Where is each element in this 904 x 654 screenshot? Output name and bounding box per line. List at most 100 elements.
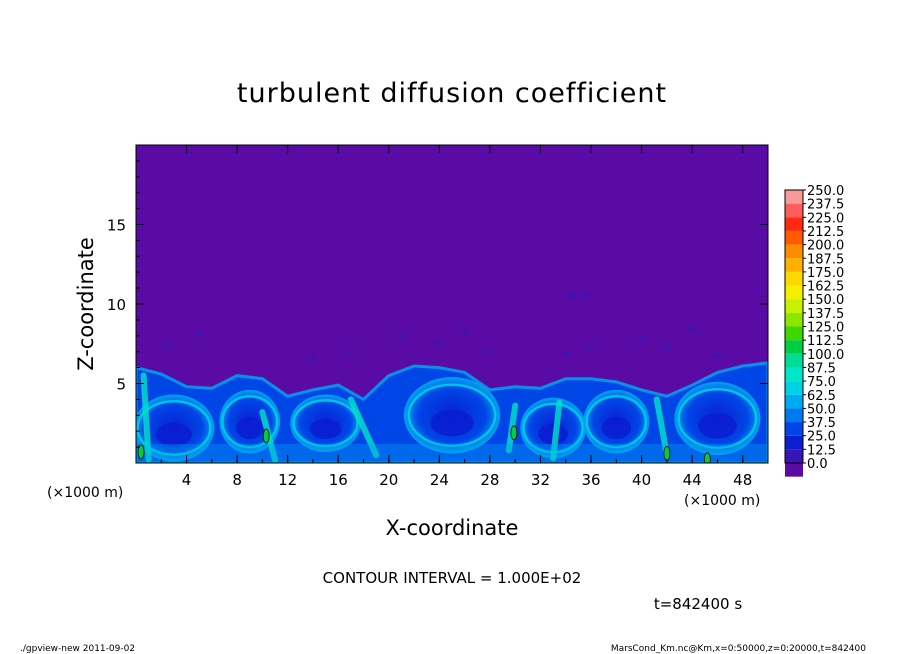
eddy-rim bbox=[221, 394, 279, 449]
colorbar-cell bbox=[785, 203, 803, 218]
small-blob bbox=[580, 292, 589, 297]
y-axis: 5 10 15 bbox=[107, 160, 768, 448]
x-tick-label: 20 bbox=[379, 471, 398, 489]
small-blob bbox=[688, 327, 697, 332]
colorbar-label: 225.0 bbox=[807, 211, 844, 226]
colorbar-cell bbox=[785, 463, 803, 477]
small-blob bbox=[561, 351, 570, 356]
x-tick-label: 16 bbox=[329, 471, 348, 489]
chart-title: turbulent diffusion coefficient bbox=[237, 78, 667, 109]
colorbar-cell bbox=[785, 353, 803, 368]
small-blob bbox=[662, 344, 671, 349]
colorbar-cell bbox=[785, 230, 803, 245]
eddy-rim bbox=[585, 394, 648, 449]
y-tick-label: 10 bbox=[107, 296, 126, 314]
high-value-spot bbox=[262, 428, 270, 444]
small-blob bbox=[485, 349, 494, 354]
eddy-rim bbox=[292, 399, 359, 448]
high-value-spot bbox=[663, 446, 671, 461]
small-blob bbox=[713, 354, 722, 359]
colorbar-label: 137.5 bbox=[807, 307, 844, 322]
surface-band bbox=[136, 443, 768, 463]
x-tick-label: 40 bbox=[632, 471, 651, 489]
colorbar-label: 50.0 bbox=[807, 402, 836, 417]
colorbar-cell bbox=[785, 244, 803, 259]
colorbar-cell bbox=[785, 435, 803, 450]
eddy-core bbox=[601, 416, 632, 440]
colorbar-label: 125.0 bbox=[807, 321, 844, 336]
colorbar-label: 12.5 bbox=[807, 443, 836, 458]
x-tick-label: 8 bbox=[232, 471, 242, 489]
colorbar-label: 150.0 bbox=[807, 293, 844, 308]
colorbar-label: 175.0 bbox=[807, 266, 844, 281]
colorbar-cell bbox=[785, 381, 803, 395]
small-blob bbox=[195, 332, 204, 337]
colorbar-cell bbox=[785, 190, 803, 204]
x-tick-label: 36 bbox=[581, 471, 600, 489]
y-axis-label: Z-coordinate bbox=[74, 237, 98, 371]
colorbar-label: 62.5 bbox=[807, 389, 836, 404]
x-tick-label: 32 bbox=[531, 471, 550, 489]
colorbar-label: 112.5 bbox=[807, 334, 844, 349]
x-tick-label: 28 bbox=[480, 471, 499, 489]
x-tick-label: 4 bbox=[182, 471, 192, 489]
colorbar: 250.0237.5225.0212.5200.0187.5175.0162.5… bbox=[784, 184, 844, 477]
footer-right: MarsCond_Km.nc@Km,x=0:50000,z=0:20000,t=… bbox=[611, 644, 866, 654]
eddy-core bbox=[698, 412, 737, 439]
colorbar-cell bbox=[785, 394, 803, 409]
colorbar-cell bbox=[785, 258, 803, 272]
layer-top-edge bbox=[136, 361, 768, 463]
x-unit-right: (×1000 m) bbox=[684, 493, 760, 509]
colorbar-label: 87.5 bbox=[807, 361, 836, 376]
small-blob bbox=[397, 333, 406, 338]
heatmap-field bbox=[135, 144, 769, 464]
colorbar-label: 250.0 bbox=[807, 184, 844, 199]
small-blob bbox=[435, 340, 444, 345]
eddy-core bbox=[430, 409, 474, 437]
colorbar-label: 0.0 bbox=[807, 457, 828, 472]
small-blob bbox=[308, 356, 317, 361]
colorbar-label: 212.5 bbox=[807, 225, 844, 240]
small-blob bbox=[346, 349, 355, 354]
high-value-spot bbox=[510, 425, 518, 441]
colorbar-cell bbox=[785, 449, 803, 463]
y-tick-label: 5 bbox=[116, 376, 126, 394]
eddy-rim bbox=[136, 400, 212, 456]
colorbar-cell bbox=[785, 312, 803, 327]
x-tick-label: 44 bbox=[683, 471, 702, 489]
high-value-spot bbox=[137, 444, 145, 460]
colorbar-cell bbox=[785, 408, 803, 423]
eddy-core bbox=[236, 416, 264, 440]
colorbar-label: 75.0 bbox=[807, 375, 836, 390]
eddy-rim bbox=[407, 383, 497, 448]
colorbar-cell bbox=[785, 367, 803, 382]
colorbar-cell bbox=[785, 340, 803, 354]
x-tick-label: 24 bbox=[430, 471, 449, 489]
plume-streak bbox=[653, 396, 670, 459]
eddy-core bbox=[309, 418, 342, 439]
y-tick-label: 15 bbox=[107, 217, 126, 235]
small-blob bbox=[460, 329, 469, 334]
plume-streak bbox=[550, 399, 563, 462]
footer-left: ./gpview-new 2011-09-02 bbox=[20, 644, 135, 654]
contour-interval: CONTOUR INTERVAL = 1.000E+02 bbox=[323, 569, 582, 587]
x-tick-label: 12 bbox=[278, 471, 297, 489]
small-blob bbox=[587, 344, 596, 349]
colorbar-label: 25.0 bbox=[807, 430, 836, 445]
x-axis-label: X-coordinate bbox=[386, 516, 519, 540]
colorbar-cell bbox=[785, 299, 803, 313]
small-blob bbox=[637, 336, 646, 341]
x-axis: 4 8 12 16 20 24 28 32 36 40 44 48 bbox=[160, 145, 769, 489]
small-blob bbox=[568, 294, 577, 299]
plume-streak bbox=[140, 372, 152, 463]
colorbar-label: 162.5 bbox=[807, 280, 844, 295]
colorbar-label: 187.5 bbox=[807, 252, 844, 267]
colorbar-label: 37.5 bbox=[807, 416, 836, 431]
colorbar-cell bbox=[785, 285, 803, 300]
high-value-spot bbox=[703, 452, 711, 463]
eddy-core bbox=[155, 423, 193, 447]
colorbar-cell bbox=[785, 326, 803, 341]
colorbar-label: 100.0 bbox=[807, 348, 844, 363]
time-label: t=842400 s bbox=[654, 595, 742, 613]
